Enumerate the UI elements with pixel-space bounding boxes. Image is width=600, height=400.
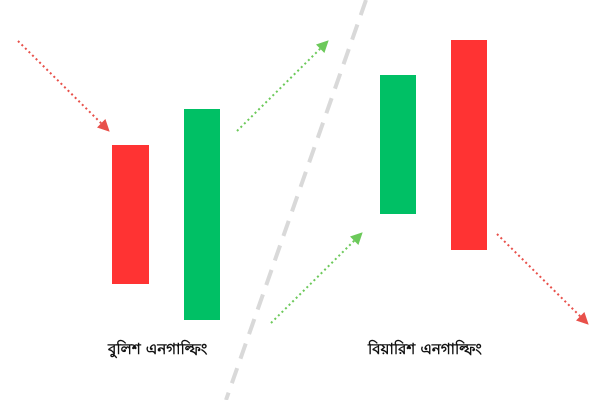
- dotted-up-arrow-icon: [236, 40, 329, 132]
- bullish-engulfing-pattern: [17, 40, 329, 320]
- dotted-down-arrow-icon: [496, 233, 589, 325]
- bullish-engulfing-candle: [184, 109, 220, 320]
- bearish-candle: [112, 145, 149, 284]
- dotted-up-arrow-icon: [270, 232, 363, 324]
- bearish-engulfing-label: বিয়ারিশ এনগাল্ফিং: [368, 340, 482, 358]
- bearish-engulfing-candle: [451, 40, 487, 250]
- divider-line: [224, 0, 368, 400]
- bearish-engulfing-pattern: [270, 40, 589, 325]
- bullish-candle: [380, 75, 416, 214]
- bullish-engulfing-label: বুলিশ এনগাল্ফিং: [108, 340, 208, 358]
- dotted-down-arrow-icon: [17, 40, 110, 132]
